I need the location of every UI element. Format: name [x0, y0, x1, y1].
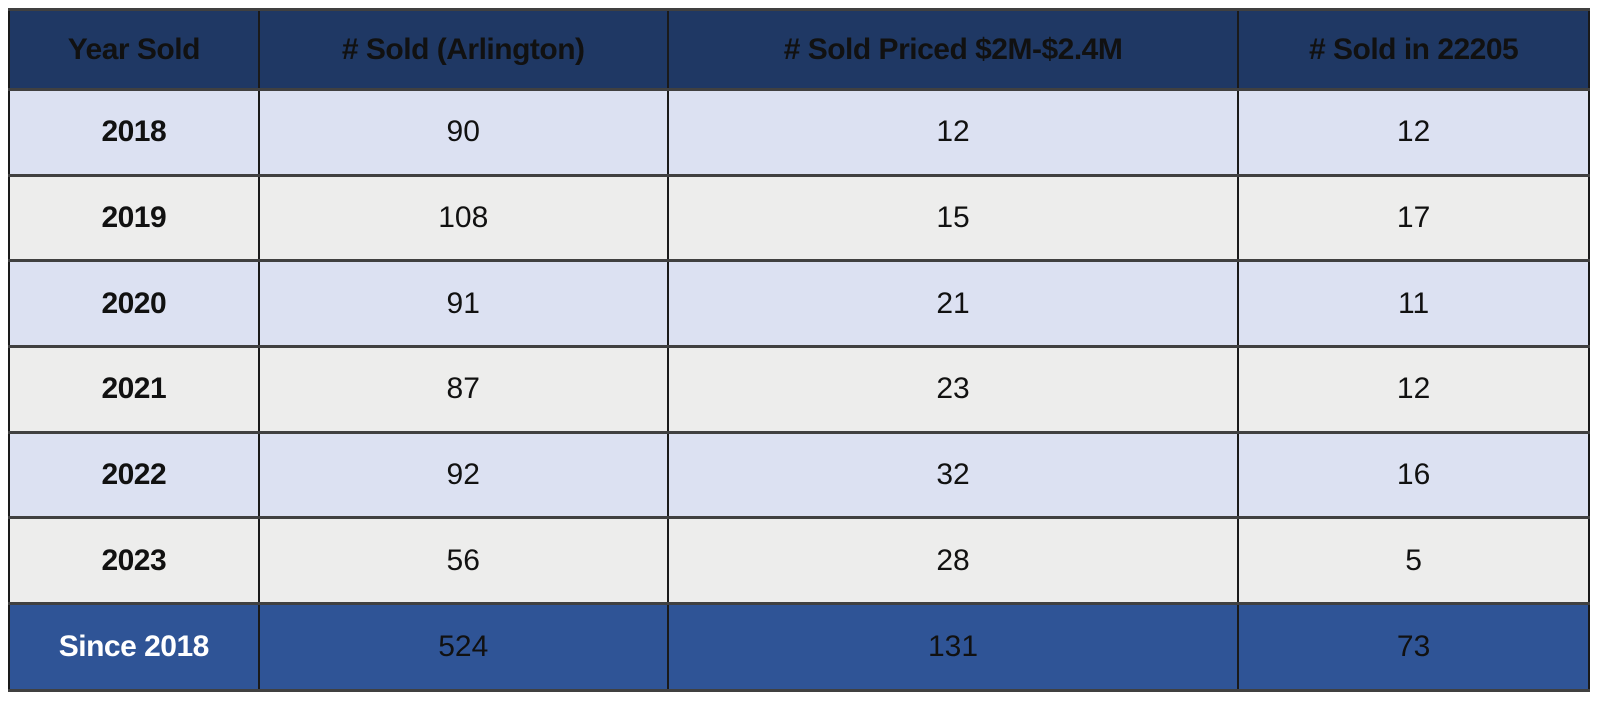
value-cell: 23 — [666, 344, 1240, 434]
totals-row: Since 2018 524 131 73 — [8, 602, 1590, 692]
year-cell: 2018 — [8, 88, 260, 177]
table-row: 2018 90 12 12 — [8, 88, 1590, 177]
value-cell: 21 — [666, 259, 1240, 348]
value-cell: 32 — [666, 430, 1240, 520]
table-body: 2018 90 12 12 2019 108 15 17 2020 91 21 11 2021 87 23 1… — [8, 88, 1590, 605]
value-cell: 11 — [1237, 259, 1590, 348]
sales-table-container: Year Sold # Sold (Arlington) # Sold Pric… — [8, 8, 1590, 692]
totals-label: Since 2018 — [8, 602, 260, 692]
table-row: 2022 92 32 16 — [8, 430, 1590, 520]
value-cell: 17 — [1237, 173, 1590, 263]
value-cell: 90 — [257, 88, 669, 177]
header-sold-priced: # Sold Priced $2M-$2.4M — [666, 8, 1240, 91]
header-sold-arlington: # Sold (Arlington) — [257, 8, 669, 91]
year-cell: 2019 — [8, 173, 260, 263]
value-cell: 91 — [257, 259, 669, 348]
value-cell: 5 — [1237, 516, 1590, 605]
value-cell: 87 — [257, 344, 669, 434]
table-header: Year Sold # Sold (Arlington) # Sold Pric… — [8, 8, 1590, 91]
value-cell: 12 — [1237, 88, 1590, 177]
header-row: Year Sold # Sold (Arlington) # Sold Pric… — [8, 8, 1590, 91]
value-cell: 12 — [1237, 344, 1590, 434]
value-cell: 108 — [257, 173, 669, 263]
sales-by-year-table: Year Sold # Sold (Arlington) # Sold Pric… — [8, 8, 1590, 692]
value-cell: 28 — [666, 516, 1240, 605]
table-row: 2021 87 23 12 — [8, 344, 1590, 434]
year-cell: 2020 — [8, 259, 260, 348]
value-cell: 12 — [666, 88, 1240, 177]
value-cell: 16 — [1237, 430, 1590, 520]
totals-sold-22205: 73 — [1237, 602, 1590, 692]
table-row: 2020 91 21 11 — [8, 259, 1590, 348]
year-cell: 2021 — [8, 344, 260, 434]
value-cell: 56 — [257, 516, 669, 605]
table-row: 2019 108 15 17 — [8, 173, 1590, 263]
year-cell: 2022 — [8, 430, 260, 520]
header-year-sold: Year Sold — [8, 8, 260, 91]
header-sold-22205: # Sold in 22205 — [1237, 8, 1590, 91]
value-cell: 92 — [257, 430, 669, 520]
value-cell: 15 — [666, 173, 1240, 263]
table-footer: Since 2018 524 131 73 — [8, 602, 1590, 692]
totals-sold-arlington: 524 — [257, 602, 669, 692]
totals-sold-priced: 131 — [666, 602, 1240, 692]
year-cell: 2023 — [8, 516, 260, 605]
table-row: 2023 56 28 5 — [8, 516, 1590, 605]
